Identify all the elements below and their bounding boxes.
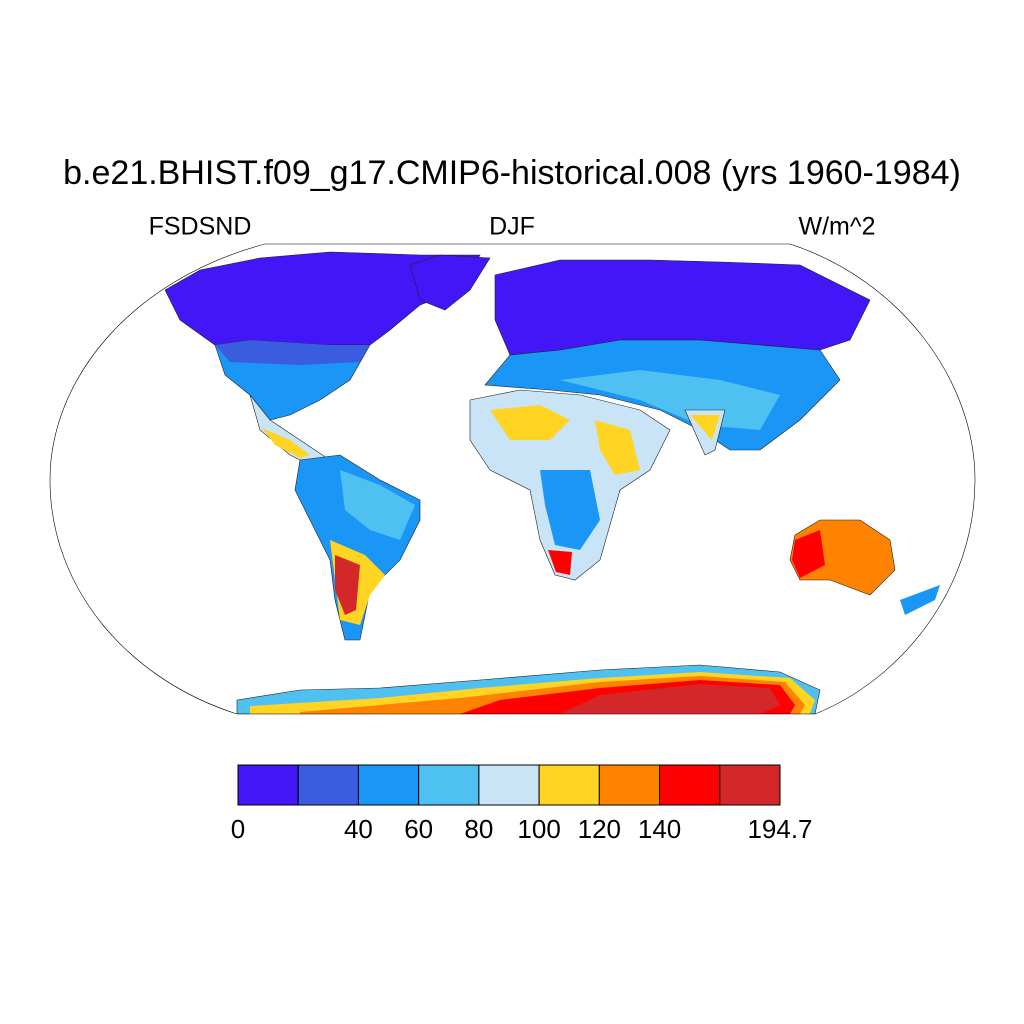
land bbox=[560, 370, 780, 430]
land bbox=[409, 254, 491, 311]
center-label: DJF bbox=[489, 213, 535, 241]
colorbar-label: 60 bbox=[404, 814, 433, 844]
colorbar-label: 100 bbox=[517, 814, 560, 844]
map bbox=[164, 251, 940, 714]
colorbar-box bbox=[659, 764, 721, 806]
colorbar-label: 80 bbox=[464, 814, 493, 844]
land bbox=[262, 428, 310, 458]
colorbar-box bbox=[297, 764, 359, 806]
colorbar-label: 40 bbox=[344, 814, 373, 844]
land bbox=[548, 550, 572, 575]
land bbox=[560, 684, 780, 714]
colorbar-label: 120 bbox=[578, 814, 621, 844]
land bbox=[540, 470, 600, 550]
colorbar-label: 140 bbox=[638, 814, 681, 844]
map-outline bbox=[49, 243, 976, 715]
land bbox=[335, 555, 360, 615]
land bbox=[490, 405, 570, 440]
land bbox=[900, 585, 940, 615]
colorbar-box bbox=[598, 764, 661, 806]
left-label: FSDSND bbox=[149, 213, 252, 241]
colorbar-box bbox=[237, 764, 299, 806]
land bbox=[792, 530, 825, 578]
right-label: W/m^2 bbox=[798, 213, 875, 241]
colorbar-box bbox=[357, 764, 420, 806]
colorbar-box bbox=[719, 764, 781, 806]
title: b.e21.BHIST.f09_g17.CMIP6-historical.008… bbox=[63, 154, 961, 192]
land bbox=[340, 470, 415, 540]
colorbar-label: 0 bbox=[231, 814, 245, 844]
land bbox=[595, 420, 640, 475]
land bbox=[215, 340, 370, 365]
land bbox=[690, 415, 720, 440]
colorbar-label: 194.7 bbox=[747, 814, 812, 844]
colorbar-box bbox=[538, 764, 600, 806]
colorbar-box bbox=[478, 764, 540, 806]
colorbar-box bbox=[418, 764, 480, 806]
colorbar: 0 40 60 80 100 120 140 194.7 bbox=[231, 764, 813, 844]
